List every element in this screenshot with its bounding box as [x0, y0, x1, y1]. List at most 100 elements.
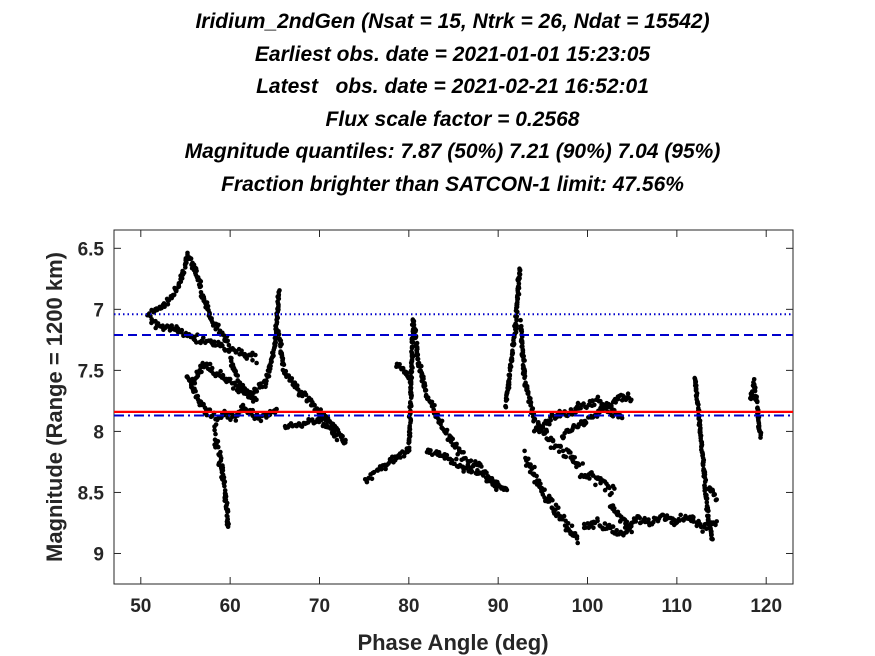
data-point: [250, 358, 255, 363]
data-point: [714, 497, 719, 502]
data-point: [595, 394, 601, 400]
data-point: [556, 449, 562, 455]
data-point: [343, 437, 348, 443]
chart-title: Iridium_2ndGen (Nsat = 15, Ntrk = 26, Nd…: [0, 6, 875, 201]
data-point: [464, 465, 469, 471]
data-point: [481, 469, 486, 475]
data-point: [171, 292, 177, 298]
data-point: [609, 490, 614, 496]
data-point: [225, 338, 230, 344]
data-point: [587, 476, 592, 481]
data-point: [510, 348, 515, 354]
data-point: [518, 317, 523, 323]
data-point: [756, 420, 762, 426]
x-tick-label: 60: [220, 596, 241, 617]
data-point: [415, 356, 421, 362]
data-point: [710, 536, 715, 542]
data-point: [550, 438, 556, 444]
data-point: [580, 461, 585, 466]
data-point: [595, 518, 600, 524]
data-point: [469, 468, 475, 474]
title-line-6: Fraction brighter than SATCON-1 limit: 4…: [221, 172, 684, 196]
data-point: [705, 517, 711, 523]
data-point: [513, 321, 518, 327]
data-point: [521, 353, 526, 359]
data-point: [550, 497, 555, 503]
data-point: [660, 512, 666, 518]
data-point: [236, 389, 241, 395]
data-point: [503, 403, 508, 409]
data-point: [609, 403, 614, 409]
x-tick-label: 50: [130, 596, 151, 617]
data-point: [461, 450, 466, 455]
data-point: [408, 368, 414, 373]
data-point: [276, 332, 282, 337]
data-point: [712, 492, 717, 497]
data-points: [145, 250, 764, 546]
data-point: [575, 540, 580, 546]
title-line-5: Magnitude quantiles: 7.87 (50%) 7.21 (90…: [184, 140, 721, 163]
data-point: [444, 452, 450, 458]
x-axis-label: Phase Angle (deg): [357, 630, 548, 655]
data-point: [421, 376, 426, 382]
data-point: [198, 283, 204, 289]
data-point: [220, 468, 226, 473]
data-point: [406, 438, 412, 443]
plot-area: [113, 229, 794, 585]
data-point: [176, 284, 182, 289]
data-point: [212, 339, 217, 345]
data-point: [637, 515, 642, 521]
y-tick-label: 7: [93, 300, 104, 321]
data-point: [591, 525, 596, 531]
data-point: [216, 322, 221, 328]
title-line-3: Latest obs. date = 2021-02-21 16:52:01: [256, 75, 649, 98]
title-line-1: Iridium_2ndGen (Nsat = 15, Ntrk = 26, Nd…: [195, 10, 710, 33]
data-point: [179, 327, 185, 333]
data-point: [619, 415, 625, 421]
data-point: [254, 397, 259, 403]
data-point: [710, 487, 715, 493]
data-point: [700, 529, 705, 534]
data-point: [397, 362, 402, 367]
data-point: [544, 429, 550, 434]
data-point: [296, 387, 301, 392]
data-point: [625, 391, 631, 397]
data-point: [209, 316, 214, 321]
data-point: [629, 397, 634, 403]
data-point: [233, 369, 238, 374]
data-point: [275, 301, 281, 306]
data-point: [563, 454, 569, 460]
data-point: [627, 525, 633, 531]
data-point: [235, 373, 240, 378]
data-point: [398, 455, 403, 460]
x-tick-label: 110: [662, 596, 693, 617]
data-point: [607, 485, 612, 491]
data-point: [678, 512, 683, 518]
x-tick-label: 90: [488, 596, 509, 617]
data-point: [408, 400, 413, 405]
data-point: [425, 395, 431, 400]
data-point: [311, 402, 317, 408]
data-point: [194, 268, 199, 274]
data-point: [504, 397, 510, 402]
data-point: [581, 401, 586, 406]
data-point: [319, 416, 325, 421]
data-point: [276, 296, 282, 302]
data-point: [542, 487, 547, 493]
data-point: [204, 362, 209, 368]
data-point: [212, 427, 217, 433]
data-point: [226, 342, 232, 348]
data-point: [224, 500, 230, 506]
data-point: [419, 363, 424, 369]
data-point: [225, 509, 231, 514]
data-point: [517, 267, 522, 273]
data-point: [428, 448, 433, 453]
y-tick-label: 8.5: [78, 483, 105, 504]
data-point: [432, 403, 437, 408]
data-point: [568, 450, 573, 455]
data-point: [613, 400, 618, 405]
data-point: [470, 464, 476, 469]
data-point: [514, 314, 520, 319]
data-point: [509, 355, 514, 361]
